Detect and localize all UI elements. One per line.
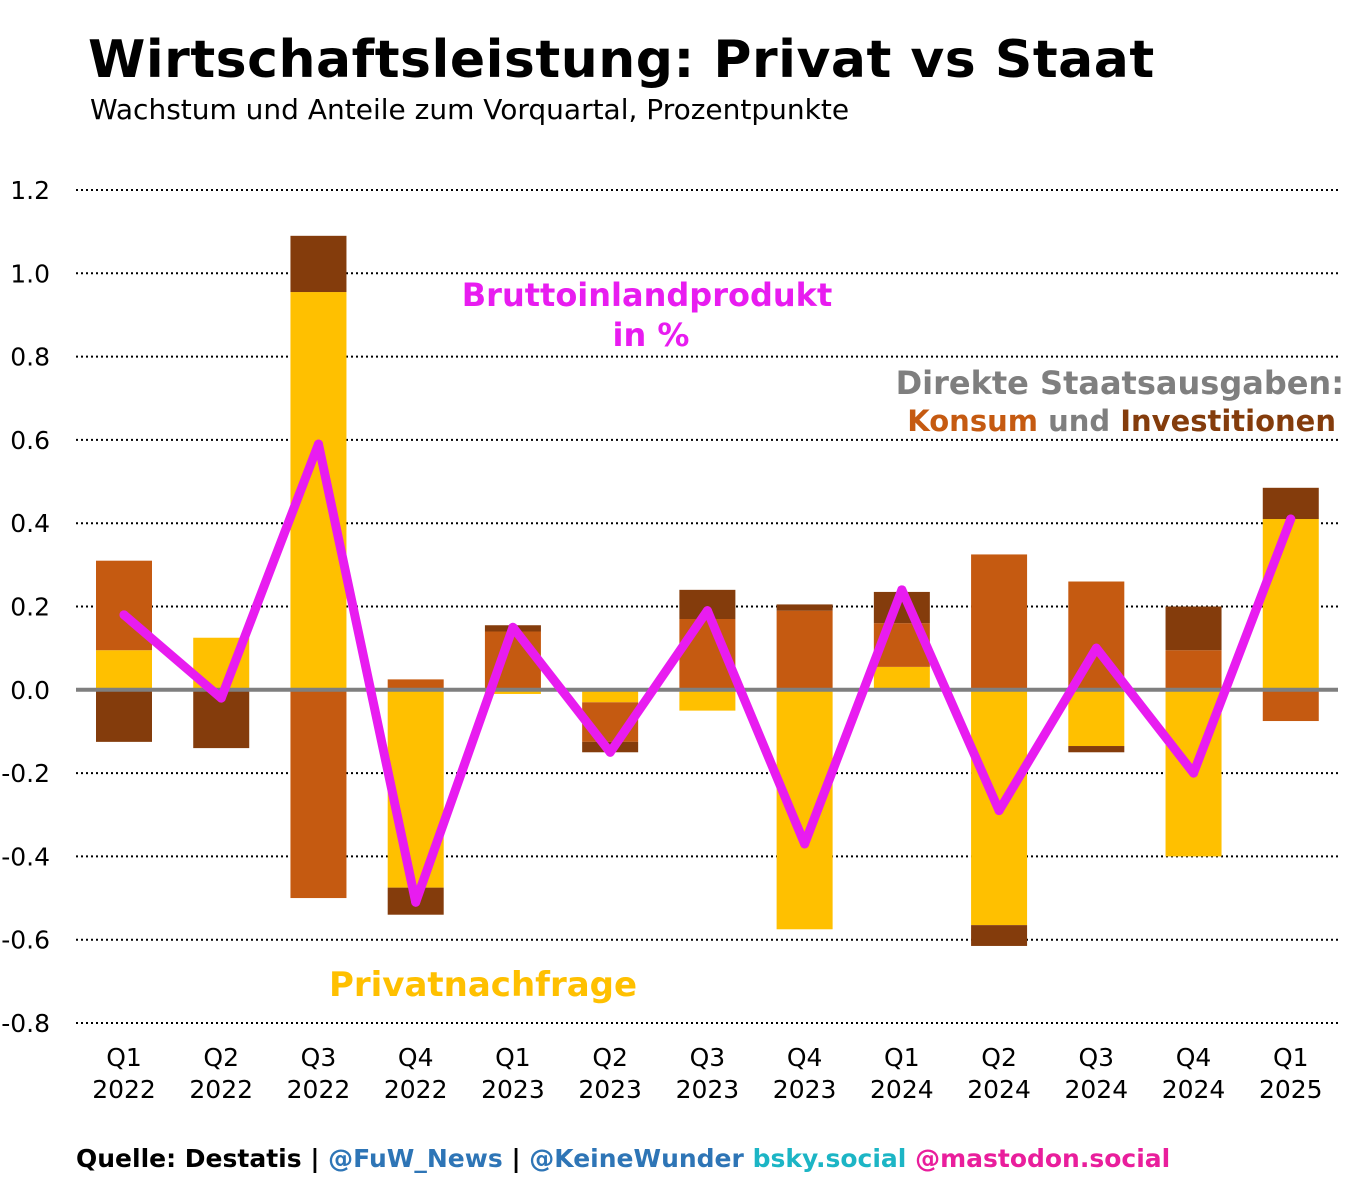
bip-point <box>702 606 712 616</box>
privat-label: Privatnachfrage <box>329 965 637 1005</box>
x-tick-label-year: 2024 <box>1064 1075 1128 1104</box>
bip-point <box>897 585 907 595</box>
investitionen-bar <box>96 689 152 742</box>
privat-bar <box>1262 519 1319 690</box>
x-tick-label-year: 2023 <box>481 1075 545 1104</box>
konsum-label: Konsum <box>907 404 1038 438</box>
x-tick-label-year: 2022 <box>92 1075 156 1104</box>
konsum-bar <box>1262 689 1319 722</box>
investitionen-bar <box>971 925 1028 946</box>
bip-label-line2: in % <box>613 316 690 354</box>
staat-label-line1: Direkte Staatsausgaben: <box>896 364 1344 402</box>
investitionen-label: Investitionen <box>1120 404 1336 438</box>
bip-label-line1: Bruttoinlandprodukt <box>462 276 832 314</box>
x-tick-label-year: 2024 <box>967 1075 1031 1104</box>
y-tick-label: 0.6 <box>10 426 50 455</box>
x-tick-label-quarter: Q3 <box>690 1043 726 1072</box>
staat-label-line2: Konsum und Investitionen <box>907 404 1336 438</box>
x-tick-label-year: 2022 <box>189 1075 253 1104</box>
investitionen-bar <box>1165 606 1222 651</box>
x-tick-label-quarter: Q3 <box>301 1043 337 1072</box>
x-tick-label-quarter: Q2 <box>592 1043 628 1072</box>
investitionen-bar <box>776 604 833 611</box>
privat-bar <box>96 650 152 690</box>
y-tick-label: -0.4 <box>1 842 50 871</box>
x-tick-label-year: 2022 <box>287 1075 351 1104</box>
y-tick-label: 1.0 <box>10 259 50 288</box>
y-tick-label: 0.4 <box>10 509 50 538</box>
bip-point <box>800 839 810 849</box>
konsum-bar <box>971 554 1028 690</box>
bip-point <box>605 747 615 757</box>
keinewunder-handle[interactable]: @KeineWunder <box>529 1144 744 1173</box>
privat-bar <box>679 689 736 711</box>
x-tick-label-year: 2023 <box>676 1075 740 1104</box>
privat-bar <box>776 689 833 930</box>
x-tick-label-year: 2024 <box>870 1075 934 1104</box>
konsum-bar <box>290 689 347 899</box>
investitionen-bar <box>290 235 347 293</box>
bip-point <box>1286 514 1296 524</box>
bip-point <box>216 693 226 703</box>
bip-point <box>994 806 1004 816</box>
source-line: Quelle: Destatis | @FuW_News | @KeineWun… <box>76 1144 1170 1173</box>
x-tick-label-quarter: Q1 <box>495 1043 531 1072</box>
x-tick-label-quarter: Q2 <box>981 1043 1017 1072</box>
y-tick-label: -0.6 <box>1 926 50 955</box>
x-tick-label-quarter: Q3 <box>1079 1043 1115 1072</box>
bip-point <box>1091 643 1101 653</box>
x-tick-label-quarter: Q2 <box>203 1043 239 1072</box>
chart-title: Wirtschaftsleistung: Privat vs Staat <box>88 30 1155 90</box>
bip-point <box>1189 768 1199 778</box>
y-tick-label: 1.2 <box>10 176 50 205</box>
x-tick-label-quarter: Q1 <box>884 1043 920 1072</box>
y-tick-label: 0.8 <box>10 343 50 372</box>
und-label: und <box>1048 404 1110 438</box>
bsky-link[interactable]: bsky.social <box>743 1144 907 1173</box>
chart-subtitle: Wachstum und Anteile zum Vorquartal, Pro… <box>90 93 850 126</box>
privat-bar <box>582 689 639 703</box>
investitionen-bar <box>1262 487 1319 520</box>
x-tick-label-year: 2022 <box>384 1075 448 1104</box>
privat-bar <box>873 666 930 690</box>
privat-bar <box>1068 689 1125 747</box>
y-tick-label: -0.2 <box>1 759 50 788</box>
y-tick-label: 0.0 <box>10 676 50 705</box>
source-text: Quelle: Destatis <box>76 1144 302 1173</box>
bip-point <box>313 439 323 449</box>
separator: | <box>502 1144 530 1173</box>
bip-point <box>411 897 421 907</box>
x-tick-label-quarter: Q1 <box>1273 1043 1309 1072</box>
investitionen-bar <box>1068 746 1125 753</box>
mastodon-link[interactable]: @mastodon.social <box>906 1144 1171 1173</box>
x-tick-label-year: 2023 <box>773 1075 837 1104</box>
bip-point <box>119 610 129 620</box>
fuw-news-handle[interactable]: @FuW_News <box>328 1144 503 1173</box>
x-tick-label-year: 2025 <box>1259 1075 1323 1104</box>
y-tick-label: 0.2 <box>10 593 50 622</box>
y-tick-label: -0.8 <box>1 1009 50 1038</box>
x-tick-label-quarter: Q4 <box>1176 1043 1212 1072</box>
konsum-bar <box>776 610 833 690</box>
privat-bar <box>484 689 541 694</box>
x-tick-label-quarter: Q4 <box>398 1043 434 1072</box>
konsum-bar <box>1165 650 1222 690</box>
separator: | <box>301 1144 329 1173</box>
x-tick-label-quarter: Q4 <box>787 1043 823 1072</box>
x-tick-label-year: 2024 <box>1162 1075 1226 1104</box>
x-tick-label-quarter: Q1 <box>106 1043 142 1072</box>
x-tick-label-year: 2023 <box>578 1075 642 1104</box>
konsum-bar <box>387 679 444 690</box>
bip-point <box>508 622 518 632</box>
